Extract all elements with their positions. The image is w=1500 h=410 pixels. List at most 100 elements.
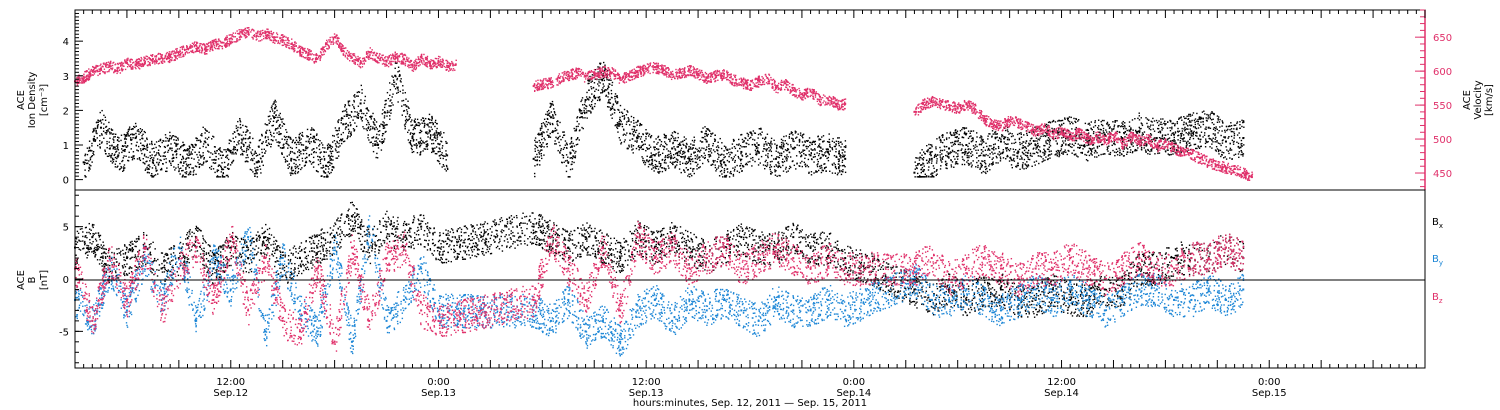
- sample-point: [221, 151, 222, 152]
- sample-point: [302, 160, 303, 161]
- sample-point: [374, 141, 375, 142]
- sample-point: [303, 144, 304, 145]
- sample-point: [335, 42, 336, 43]
- sample-point: [276, 114, 277, 115]
- sample-point: [168, 144, 169, 145]
- sample-point: [438, 64, 439, 65]
- sample-point: [87, 163, 88, 164]
- sample-point: [379, 59, 380, 60]
- sample-point: [233, 153, 234, 154]
- sample-point: [413, 62, 414, 63]
- sample-point: [427, 66, 428, 67]
- sample-point: [366, 118, 367, 119]
- sample-point: [194, 45, 195, 46]
- sample-point: [182, 176, 183, 177]
- sample-point: [151, 173, 152, 174]
- sample-point: [117, 156, 118, 157]
- sample-point: [84, 164, 85, 165]
- sample-point: [181, 159, 182, 160]
- sample-point: [347, 124, 348, 125]
- sample-point: [236, 30, 237, 31]
- sample-point: [90, 159, 91, 160]
- sample-point: [372, 55, 373, 56]
- sample-point: [443, 164, 444, 165]
- sample-point: [172, 50, 173, 51]
- sample-point: [233, 138, 234, 139]
- sample-point: [327, 148, 328, 149]
- sample-point: [242, 151, 243, 152]
- sample-point: [241, 30, 242, 31]
- sample-point: [361, 92, 362, 93]
- sample-point: [198, 140, 199, 141]
- sample-point: [357, 58, 358, 59]
- sample-point: [90, 157, 91, 158]
- sample-point: [162, 58, 163, 59]
- sample-point: [275, 117, 276, 118]
- sample-point: [162, 54, 163, 55]
- sample-point: [123, 168, 124, 169]
- sample-point: [271, 105, 272, 106]
- sample-point: [252, 171, 253, 172]
- sample-point: [109, 69, 110, 70]
- sample-point: [133, 134, 134, 135]
- sample-point: [153, 176, 154, 177]
- sample-point: [423, 61, 424, 62]
- sample-point: [310, 141, 311, 142]
- sample-point: [221, 162, 222, 163]
- sample-point: [147, 65, 148, 66]
- sample-point: [441, 137, 442, 138]
- sample-point: [140, 132, 141, 133]
- sample-point: [220, 41, 221, 42]
- sample-point: [167, 151, 168, 152]
- sample-point: [92, 71, 93, 72]
- sample-point: [139, 157, 140, 158]
- sample-point: [170, 163, 171, 164]
- sample-point: [410, 144, 411, 145]
- sample-point: [390, 54, 391, 55]
- sample-point: [339, 43, 340, 44]
- sample-point: [193, 167, 194, 168]
- sample-point: [392, 96, 393, 97]
- sample-point: [137, 130, 138, 131]
- sample-point: [183, 161, 184, 162]
- sample-point: [320, 161, 321, 162]
- sample-point: [347, 135, 348, 136]
- sample-point: [345, 128, 346, 129]
- sample-point: [318, 164, 319, 165]
- sample-point: [309, 138, 310, 139]
- sample-point: [261, 149, 262, 150]
- sample-point: [141, 58, 142, 59]
- sample-point: [227, 164, 228, 165]
- sample-point: [348, 102, 349, 103]
- sample-point: [125, 141, 126, 142]
- sample-point: [280, 41, 281, 42]
- sample-point: [390, 58, 391, 59]
- sample-point: [299, 155, 300, 156]
- sample-point: [429, 129, 430, 130]
- sample-point: [95, 139, 96, 140]
- sample-point: [318, 159, 319, 160]
- sample-point: [197, 157, 198, 158]
- sample-point: [136, 126, 137, 127]
- sample-point: [307, 57, 308, 58]
- sample-point: [279, 124, 280, 125]
- sample-point: [389, 100, 390, 101]
- sample-point: [158, 145, 159, 146]
- sample-point: [187, 150, 188, 151]
- sample-point: [106, 132, 107, 133]
- sample-point: [196, 51, 197, 52]
- sample-point: [384, 117, 385, 118]
- sample-point: [138, 63, 139, 64]
- sample-point: [302, 49, 303, 50]
- sample-point: [148, 61, 149, 62]
- sample-point: [344, 116, 345, 117]
- sample-point: [397, 71, 398, 72]
- sample-point: [161, 168, 162, 169]
- sample-point: [256, 172, 257, 173]
- sample-point: [105, 132, 106, 133]
- sample-point: [360, 116, 361, 117]
- sample-point: [284, 136, 285, 137]
- sample-point: [119, 62, 120, 63]
- sample-point: [299, 47, 300, 48]
- sample-point: [365, 128, 366, 129]
